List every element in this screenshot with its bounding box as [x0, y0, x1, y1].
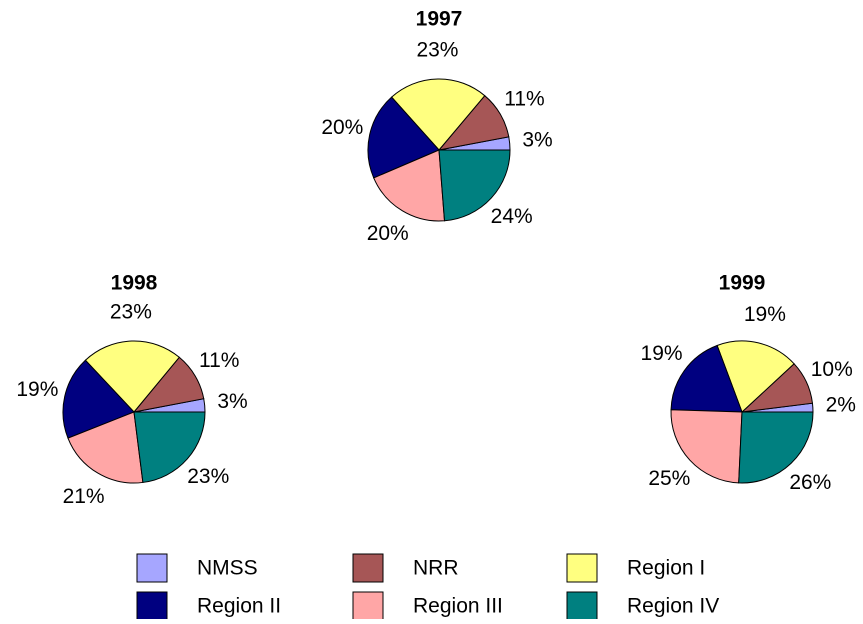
pie-slice — [84, 340, 180, 413]
data-label: 23% — [416, 39, 458, 62]
pie-slice — [438, 149, 511, 222]
data-label: 26% — [789, 471, 831, 494]
chart-title: 1999 — [719, 272, 766, 295]
data-label: 11% — [199, 349, 239, 372]
data-label: 19% — [641, 342, 683, 365]
legend-label: NMSS — [197, 557, 258, 580]
data-label: 10% — [811, 358, 853, 381]
data-label: 20% — [321, 116, 363, 139]
pie-slice — [716, 340, 795, 413]
data-label: 23% — [187, 465, 229, 488]
pie-slice — [670, 344, 743, 413]
data-label: 3% — [522, 128, 552, 151]
data-label: 19% — [744, 303, 786, 326]
legend-swatch — [352, 553, 384, 583]
data-label: 24% — [491, 205, 533, 228]
data-label: 19% — [16, 378, 58, 401]
pie-slice — [670, 409, 743, 484]
legend-swatch — [136, 591, 168, 621]
pie-slice — [373, 149, 446, 222]
data-label: 11% — [504, 88, 544, 111]
legend-label: Region II — [197, 595, 281, 618]
legend-label: NRR — [413, 557, 459, 580]
pie-slice — [390, 78, 486, 151]
chart-title: 1997 — [416, 8, 463, 31]
legend-label: Region IV — [627, 595, 719, 618]
legend-swatch — [136, 553, 168, 583]
data-label: 21% — [63, 485, 105, 508]
legend-swatch — [566, 553, 598, 583]
legend-label: Region I — [627, 557, 705, 580]
data-label: 2% — [826, 393, 856, 416]
data-label: 20% — [367, 222, 409, 245]
data-label: 25% — [648, 467, 690, 490]
legend-swatch — [566, 591, 598, 621]
legend-swatch — [352, 591, 384, 621]
data-label: 23% — [110, 301, 152, 324]
data-label: 3% — [217, 390, 247, 413]
pie-slice — [67, 411, 144, 484]
pie-slice — [133, 411, 206, 483]
chart-title: 1998 — [111, 272, 158, 295]
pie-slice — [738, 411, 814, 484]
pie-slice — [367, 96, 440, 179]
legend-label: Region III — [413, 595, 503, 618]
